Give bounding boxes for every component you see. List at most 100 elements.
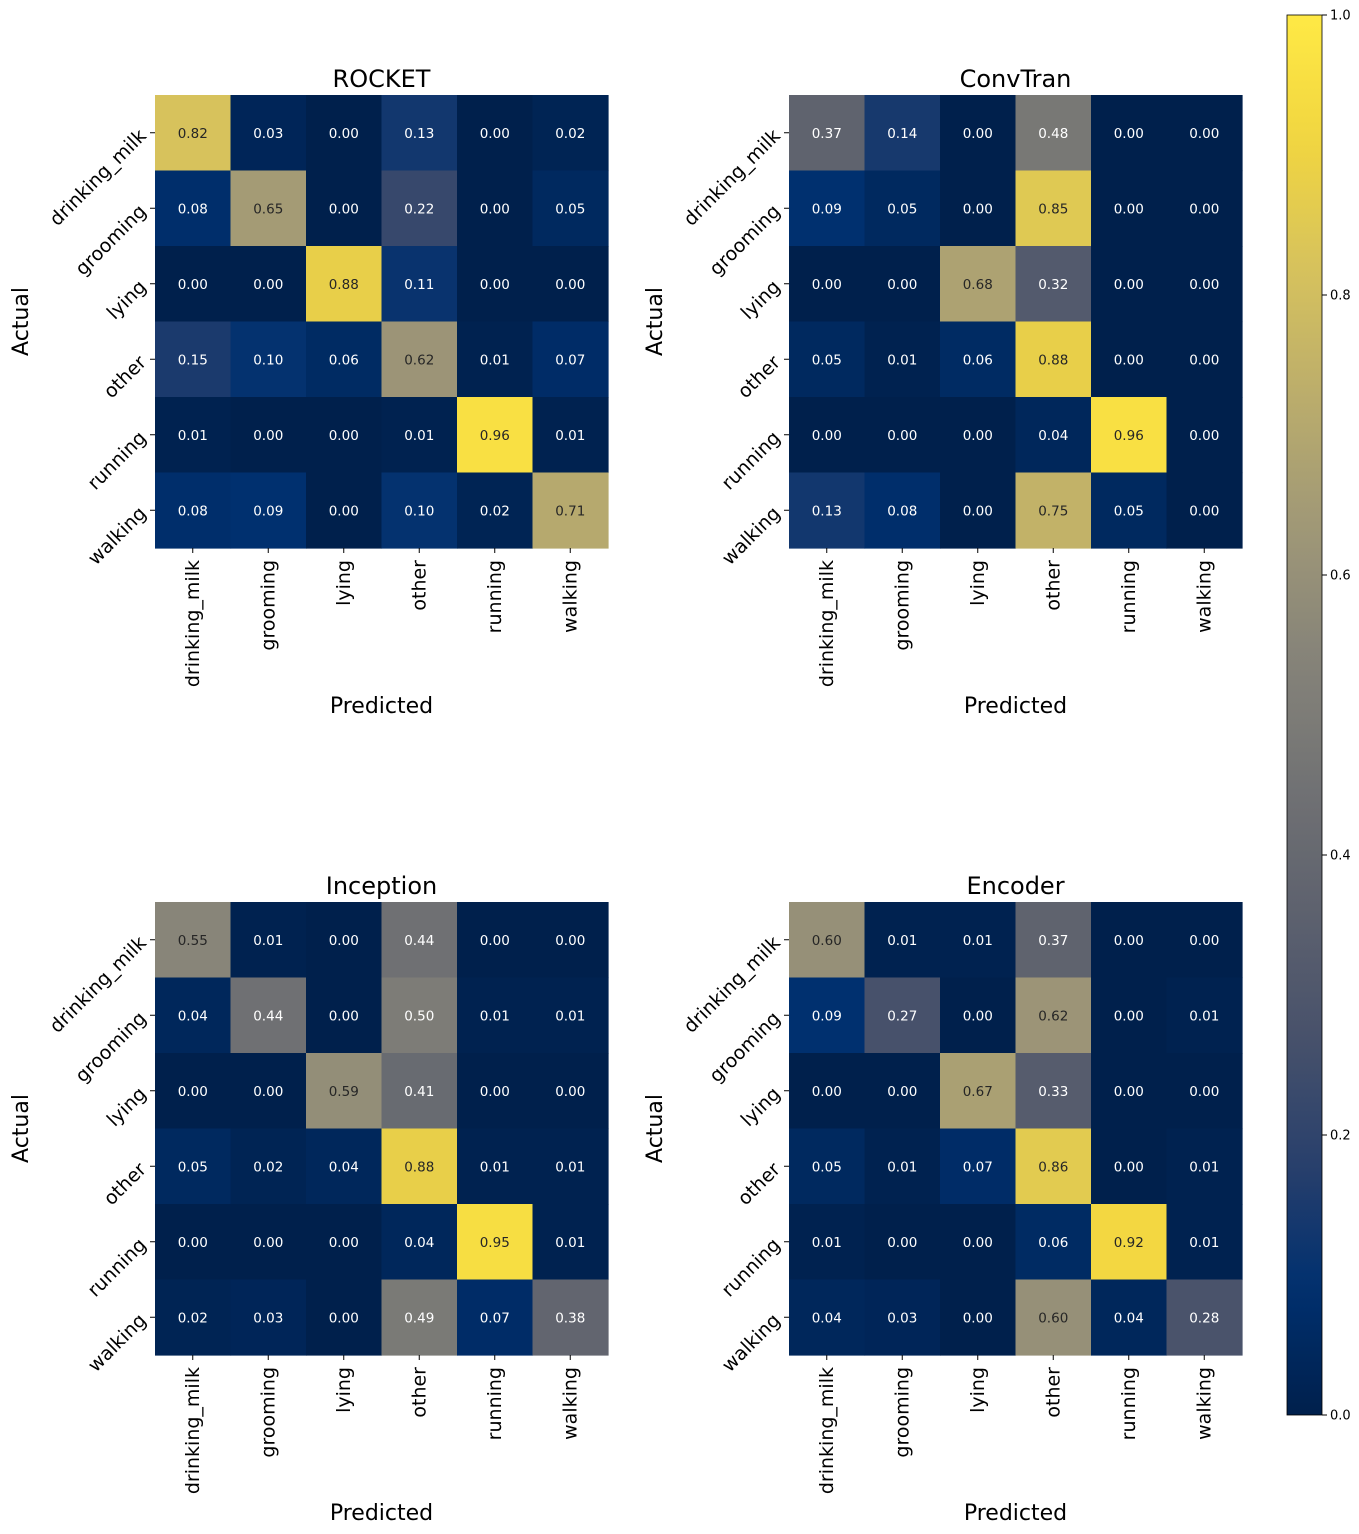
- heatmap-cell: [1166, 170, 1243, 247]
- x-tick-label: walking: [559, 1367, 581, 1440]
- cell-value-label: 0.00: [329, 1235, 359, 1251]
- heatmap-cell: [789, 246, 866, 323]
- cell-value-label: 0.04: [329, 1159, 359, 1175]
- cell-value-label: 0.01: [887, 352, 917, 368]
- cell-value-label: 0.96: [480, 428, 510, 444]
- cell-value-label: 0.50: [404, 1008, 434, 1024]
- heatmap-cell: [940, 1279, 1017, 1356]
- heatmap-cell: [155, 977, 232, 1054]
- heatmap-cell: [381, 321, 458, 398]
- heatmap-cell: [532, 397, 609, 474]
- y-tick-label: grooming: [705, 200, 785, 280]
- x-tick-label: other: [1042, 560, 1064, 611]
- cell-value-label: 0.00: [963, 428, 993, 444]
- cell-value-label: 0.00: [253, 277, 283, 293]
- heatmap-cell: [940, 902, 1017, 979]
- cell-value-label: 0.01: [480, 352, 510, 368]
- cell-value-label: 0.00: [480, 201, 510, 217]
- cell-value-label: 0.82: [178, 126, 208, 142]
- heatmap-cell: [230, 902, 307, 979]
- cell-value-label: 0.00: [1189, 352, 1219, 368]
- heatmap-cell: [381, 1053, 458, 1130]
- cell-value-label: 0.10: [253, 352, 283, 368]
- cell-value-label: 0.01: [963, 933, 993, 949]
- cell-value-label: 0.60: [1038, 1310, 1068, 1326]
- cell-value-label: 0.15: [178, 352, 208, 368]
- cell-value-label: 0.00: [253, 1235, 283, 1251]
- heatmap-cell: [1166, 1279, 1243, 1356]
- heatmap-cell: [457, 977, 534, 1054]
- cell-value-label: 0.07: [480, 1310, 510, 1326]
- y-tick-label: other: [733, 351, 784, 402]
- cell-value-label: 0.00: [555, 277, 585, 293]
- heatmap-cell: [1091, 95, 1168, 172]
- heatmap-cell: [306, 246, 383, 323]
- heatmap-cell: [940, 397, 1017, 474]
- cell-value-label: 0.00: [329, 201, 359, 217]
- cell-value-label: 0.71: [555, 503, 585, 519]
- cell-value-label: 0.01: [253, 933, 283, 949]
- cell-value-label: 0.01: [404, 428, 434, 444]
- heatmap-cell: [1166, 472, 1243, 549]
- y-tick-label: grooming: [71, 1007, 151, 1087]
- heatmap-cell: [230, 1204, 307, 1281]
- cell-value-label: 0.00: [963, 1235, 993, 1251]
- cell-value-label: 0.59: [329, 1084, 359, 1100]
- cell-value-label: 0.00: [329, 1008, 359, 1024]
- x-tick-label: lying: [333, 560, 355, 606]
- heatmap-cell: [532, 170, 609, 247]
- heatmap-cell: [864, 902, 941, 979]
- heatmap-cell: [789, 95, 866, 172]
- colorbar-gradient: [1286, 14, 1323, 1416]
- heatmap-cell: [306, 1053, 383, 1130]
- cell-value-label: 0.05: [555, 201, 585, 217]
- heatmap-cell: [155, 1053, 232, 1130]
- cell-value-label: 0.05: [1114, 503, 1144, 519]
- y-tick-label: running: [83, 427, 150, 494]
- cell-value-label: 0.88: [329, 277, 359, 293]
- x-axis-label: Predicted: [330, 1501, 433, 1526]
- heatmap-cell: [789, 977, 866, 1054]
- heatmap-cell: [532, 321, 609, 398]
- heatmap-panel: 0.55 0.01 0.00 0.44 0.00 0.00 0.04 0.44 0.00 0.50…: [9, 872, 609, 1526]
- cell-value-label: 0.04: [1038, 428, 1068, 444]
- x-tick-label: running: [1118, 560, 1140, 633]
- y-tick-label: walking: [718, 1309, 785, 1376]
- heatmap-cell: [381, 170, 458, 247]
- heatmap-cell: [532, 472, 609, 549]
- heatmap-cell: [381, 1204, 458, 1281]
- cell-value-label: 0.86: [1038, 1159, 1068, 1175]
- cell-value-label: 0.00: [178, 1084, 208, 1100]
- heatmap-cell: [306, 397, 383, 474]
- heatmap-cell: [306, 1128, 383, 1205]
- cell-value-label: 0.00: [812, 277, 842, 293]
- heatmap-cell: [1091, 472, 1168, 549]
- cell-value-label: 0.49: [404, 1310, 434, 1326]
- cell-value-label: 0.00: [1189, 277, 1219, 293]
- cell-value-label: 0.01: [1189, 1235, 1219, 1251]
- cell-value-label: 0.09: [812, 1008, 842, 1024]
- heatmap-cell: [306, 902, 383, 979]
- heatmap-cell: [230, 321, 307, 398]
- heatmap-cell: [532, 246, 609, 323]
- heatmap-cell: [864, 170, 941, 247]
- heatmap-cell: [1091, 1053, 1168, 1130]
- heatmap-cell: [306, 321, 383, 398]
- cell-value-label: 0.48: [1038, 126, 1068, 142]
- cell-value-label: 0.38: [555, 1310, 585, 1326]
- heatmap-cell: [230, 1128, 307, 1205]
- cell-value-label: 0.00: [329, 428, 359, 444]
- heatmap-cell: [381, 472, 458, 549]
- cell-value-label: 0.00: [1114, 126, 1144, 142]
- heatmap-cell: [155, 1128, 232, 1205]
- cell-value-label: 0.02: [555, 126, 585, 142]
- heatmap-cell: [1091, 1204, 1168, 1281]
- x-tick-label: grooming: [891, 560, 913, 651]
- cell-value-label: 0.00: [963, 503, 993, 519]
- cell-value-label: 0.96: [1114, 428, 1144, 444]
- panel-title: ROCKET: [333, 65, 431, 93]
- heatmap-cell: [381, 246, 458, 323]
- x-tick-label: walking: [1193, 1367, 1215, 1440]
- cell-value-label: 0.01: [480, 1008, 510, 1024]
- x-tick-label: grooming: [891, 1367, 913, 1458]
